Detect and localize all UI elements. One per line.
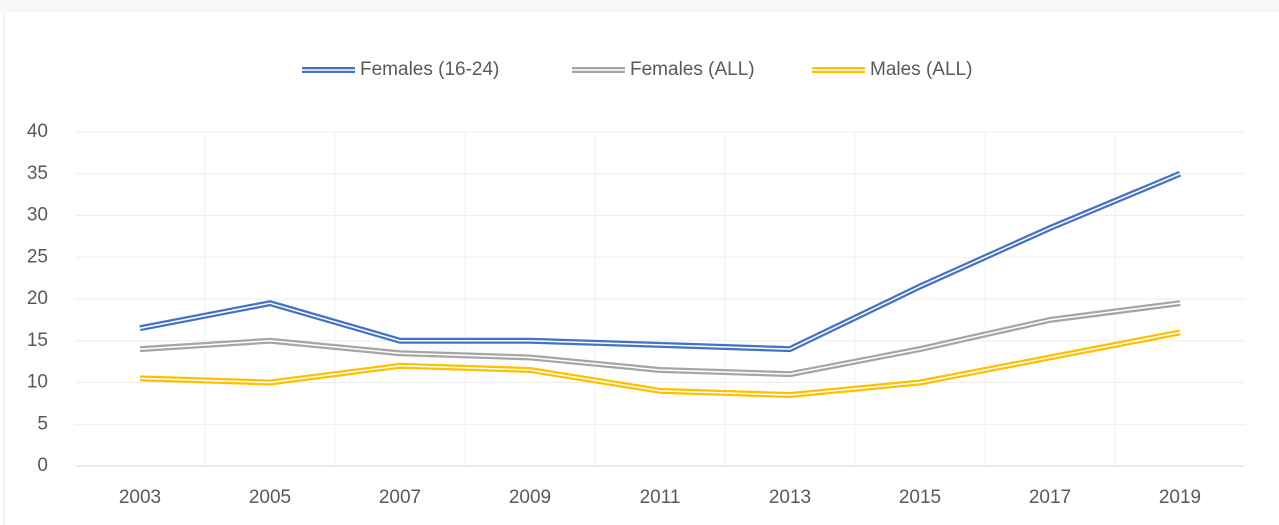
y-tick-label: 5 [37, 413, 48, 434]
x-tick-label: 2007 [379, 487, 421, 508]
x-tick-label: 2017 [1029, 487, 1071, 508]
x-tick-label: 2009 [509, 487, 551, 508]
top-strip [0, 0, 1279, 12]
y-tick-label: 30 [27, 205, 48, 226]
legend-label: Females (16-24) [360, 59, 499, 80]
y-tick-label: 25 [27, 246, 48, 267]
series-line-inner [139, 331, 1181, 396]
y-tick-label: 0 [37, 455, 48, 476]
x-tick-label: 2003 [119, 487, 161, 508]
x-tick-label: 2005 [249, 487, 291, 508]
legend-label: Females (ALL) [630, 59, 755, 80]
y-tick-label: 20 [27, 288, 48, 309]
x-tick-label: 2019 [1159, 487, 1201, 508]
y-tick-label: 15 [27, 330, 48, 351]
y-tick-label: 10 [27, 372, 48, 393]
y-tick-label: 35 [27, 163, 48, 184]
x-tick-label: 2013 [769, 487, 811, 508]
x-tick-label: 2015 [899, 487, 941, 508]
x-tick-label: 2011 [640, 487, 681, 508]
series-line-inner [139, 173, 1181, 350]
legend-label: Males (ALL) [870, 59, 972, 80]
y-tick-label: 40 [27, 121, 48, 142]
series-line-inner [139, 302, 1181, 375]
